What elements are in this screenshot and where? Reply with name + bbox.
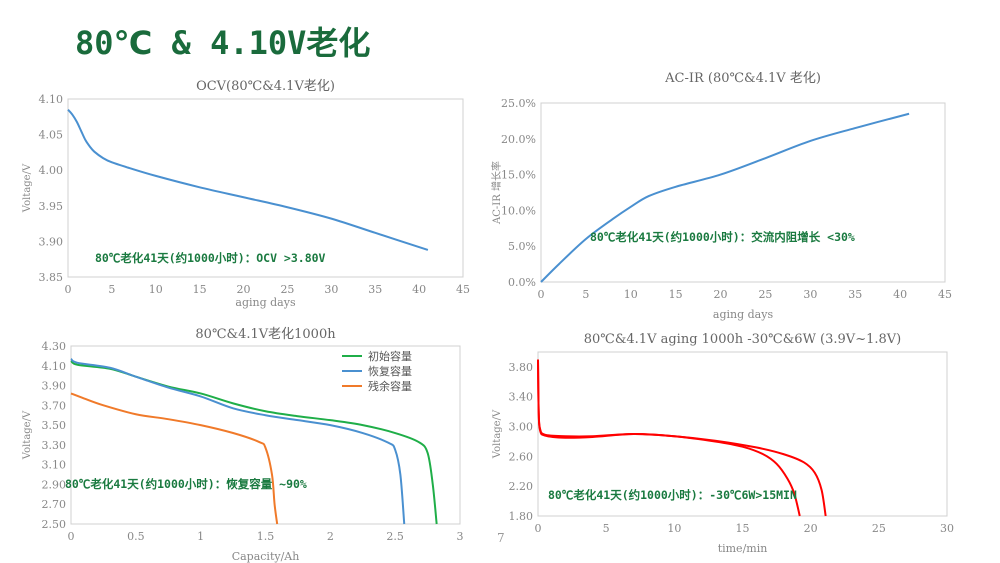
legend-label: 恢复容量 <box>368 364 412 378</box>
y-tick-label: 2.90 <box>42 478 67 491</box>
x-tick-label: 30 <box>940 522 954 535</box>
x-tick-label: 0 <box>538 288 545 301</box>
x-axis-label: time/min <box>718 542 768 555</box>
chart-2: AC-IR (80℃&4.1V 老化) 0 5 10 15 20 25 30 35 40 45 0.0… <box>490 71 952 321</box>
x-axis-label: Capacity/Ah <box>232 550 300 563</box>
slide-page-mark: 7 <box>497 531 505 545</box>
series-line-1 <box>67 109 429 251</box>
x-tick-label: 2 <box>327 530 334 543</box>
y-axis-label: AC-IR 增长率 <box>490 161 503 225</box>
series-line-3 <box>70 392 279 525</box>
y-tick-label: 3.95 <box>39 200 64 213</box>
y-tick-label: 5.0% <box>508 240 536 253</box>
x-tick-label: 10 <box>624 288 638 301</box>
x-tick-label: 30 <box>803 288 817 301</box>
chart-annotation: 80℃老化41天(约1000小时)：-30℃6W>15MIN <box>548 488 797 502</box>
y-tick-label: 15.0% <box>501 169 536 182</box>
x-tick-label: 30 <box>324 283 338 296</box>
x-tick-label: 25 <box>758 288 772 301</box>
y-tick-label: 2.60 <box>509 450 534 463</box>
y-tick-label: 2.50 <box>42 518 67 531</box>
y-tick-label: 3.10 <box>42 459 67 472</box>
x-tick-label: 5 <box>108 283 115 296</box>
x-tick-label: 40 <box>412 283 426 296</box>
y-axis-label: Voltage/V <box>492 409 503 459</box>
y-tick-label: 2.70 <box>42 498 67 511</box>
series-line-1 <box>540 112 910 283</box>
legend-label: 初始容量 <box>368 349 412 363</box>
x-tick-label: 5 <box>603 522 610 535</box>
y-tick-label: 20.0% <box>501 133 536 146</box>
x-tick-label: 5 <box>582 288 589 301</box>
y-tick-label: 3.90 <box>42 380 67 393</box>
y-tick-label: 4.00 <box>39 164 64 177</box>
y-tick-label: 4.10 <box>39 93 64 106</box>
x-tick-label: 25 <box>872 522 886 535</box>
y-tick-label: 3.30 <box>42 439 67 452</box>
x-tick-label: 1 <box>197 530 204 543</box>
y-tick-label: 10.0% <box>501 204 536 217</box>
chart-annotation: 80℃老化41天(约1000小时)：交流内阻增长 <30% <box>590 230 855 244</box>
x-tick-label: 20 <box>804 522 818 535</box>
x-tick-label: 0 <box>68 530 75 543</box>
x-axis-label: aging days <box>235 296 296 309</box>
x-tick-label: 0.5 <box>127 530 145 543</box>
x-tick-label: 45 <box>456 283 470 296</box>
plot-area <box>67 98 464 278</box>
x-tick-label: 45 <box>938 288 952 301</box>
x-tick-label: 40 <box>893 288 907 301</box>
y-axis-label: Voltage/V <box>22 410 33 460</box>
chart-title: OCV(80℃&4.1V老化) <box>196 79 335 94</box>
y-tick-label: 3.70 <box>42 399 67 412</box>
x-tick-label: 10 <box>667 522 681 535</box>
y-tick-label: 3.80 <box>509 361 534 374</box>
y-tick-label: 3.90 <box>39 235 64 248</box>
chart-3: 80℃&4.1V老化1000h 0 0.5 1 1.5 2 2.5 3 2.50 2.70 2.90… <box>22 327 464 563</box>
x-tick-label: 20 <box>237 283 251 296</box>
chart-1: OCV(80℃&4.1V老化) 0 5 10 15 20 25 30 35 40 45 3.85 3.9… <box>22 79 470 309</box>
chart-annotation: 80℃老化41天(约1000小时)：恢复容量 ~90% <box>65 477 307 491</box>
slide-title: 80℃ & 4.10V老化 <box>75 24 371 62</box>
x-tick-label: 25 <box>280 283 294 296</box>
x-tick-label: 10 <box>149 283 163 296</box>
y-axis-label: Voltage/V <box>22 163 33 213</box>
chart-title: 80℃&4.1V aging 1000h -30℃&6W (3.9V~1.8V) <box>584 332 901 347</box>
legend-label: 残余容量 <box>368 379 412 393</box>
y-tick-label: 0.0% <box>508 276 536 289</box>
series-line-2 <box>70 358 406 525</box>
y-tick-label: 4.05 <box>39 129 64 142</box>
y-tick-label: 3.40 <box>509 391 534 404</box>
x-tick-label: 35 <box>368 283 382 296</box>
y-tick-label: 4.10 <box>42 360 67 373</box>
chart-title: 80℃&4.1V老化1000h <box>195 327 336 342</box>
x-tick-label: 20 <box>714 288 728 301</box>
y-tick-label: 3.50 <box>42 419 67 432</box>
x-tick-label: 15 <box>669 288 683 301</box>
x-tick-label: 3 <box>457 530 464 543</box>
plot-area <box>540 102 946 283</box>
y-tick-label: 4.30 <box>42 340 67 353</box>
chart-annotation: 80℃老化41天(约1000小时)：OCV >3.80V <box>95 251 326 265</box>
plot-area <box>537 351 948 517</box>
x-tick-label: 0 <box>65 283 72 296</box>
x-tick-label: 15 <box>193 283 207 296</box>
y-tick-label: 1.80 <box>509 510 534 523</box>
x-tick-label: 2.5 <box>386 530 404 543</box>
y-tick-label: 2.20 <box>509 480 534 493</box>
y-tick-label: 3.00 <box>509 421 534 434</box>
chart-title: AC-IR (80℃&4.1V 老化) <box>664 71 821 86</box>
x-tick-label: 0 <box>535 522 542 535</box>
x-axis-label: aging days <box>713 308 774 321</box>
y-tick-label: 25.0% <box>501 97 536 110</box>
y-tick-label: 3.85 <box>39 271 64 284</box>
series-line-2 <box>537 359 827 517</box>
x-tick-label: 35 <box>848 288 862 301</box>
x-tick-label: 1.5 <box>257 530 275 543</box>
chart-4: 80℃&4.1V aging 1000h -30℃&6W (3.9V~1.8V)… <box>492 332 954 555</box>
x-tick-label: 15 <box>736 522 750 535</box>
